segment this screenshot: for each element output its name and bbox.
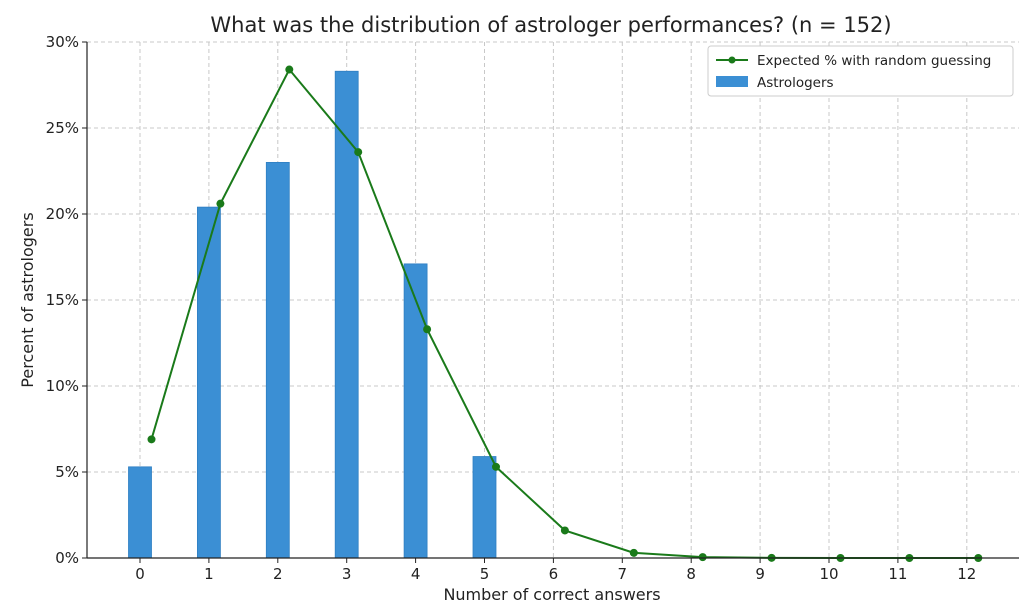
y-tick-label: 30% (46, 33, 79, 51)
x-tick-label: 11 (888, 565, 907, 583)
expected-point (216, 199, 225, 208)
expected-point (698, 553, 707, 562)
x-tick-label: 8 (686, 565, 696, 583)
x-axis-label: Number of correct answers (443, 585, 660, 604)
expected-point (423, 325, 432, 334)
x-tick-label: 0 (135, 565, 145, 583)
y-tick-label: 20% (46, 205, 79, 223)
x-tick-label: 9 (755, 565, 765, 583)
legend-box (707, 45, 1014, 97)
bar (334, 70, 359, 559)
legend-label-expected: Expected % with random guessing (757, 53, 991, 69)
bar (265, 161, 290, 559)
bar (128, 466, 152, 559)
y-axis-label: Percent of astrologers (18, 212, 37, 387)
expected-point (629, 548, 638, 557)
bar (196, 206, 221, 559)
bar-layer (128, 70, 497, 559)
axis-layer: 0%5%10%15%20%25%30%0 1 2 3 4 5 6 7 8 9 10 11 12 (46, 33, 1019, 583)
grid-layer (87, 41, 1019, 559)
x-tick-label: 5 (480, 565, 490, 583)
expected-point (285, 65, 294, 74)
y-tick-label: 15% (46, 291, 79, 309)
x-tick-label: 12 (957, 565, 976, 583)
bar (472, 456, 497, 559)
legend-bar-swatch (716, 76, 748, 87)
expected-point (354, 148, 363, 157)
expected-point (492, 462, 500, 471)
x-tick-label: 6 (549, 565, 559, 583)
expected-point (560, 526, 569, 535)
y-tick-label: 5% (55, 463, 79, 481)
bar (403, 263, 428, 559)
expected-point (147, 435, 156, 444)
x-tick-label: 2 (273, 565, 283, 583)
x-tick-label: 3 (342, 565, 352, 583)
chart-title: What was the distribution of astrologer … (210, 13, 891, 37)
x-tick-label: 4 (411, 565, 421, 583)
legend-line-marker (728, 56, 736, 64)
legend-label-astrologers: Astrologers (757, 75, 834, 91)
x-tick-label: 10 (819, 565, 838, 583)
y-tick-label: 10% (46, 377, 79, 395)
legend: Expected % with random guessing Astrolog… (707, 45, 1014, 97)
y-tick-label: 25% (46, 119, 79, 137)
x-tick-label: 1 (204, 565, 214, 583)
x-tick-label: 7 (618, 565, 628, 583)
y-tick-label: 0% (55, 549, 79, 567)
